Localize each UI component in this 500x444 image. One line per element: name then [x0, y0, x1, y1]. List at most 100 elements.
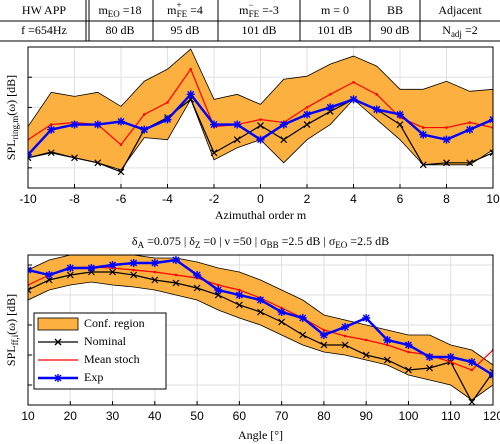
confidence-band — [28, 48, 493, 171]
x-tick-label: 110 — [441, 409, 460, 423]
text-part: =18 — [120, 3, 142, 17]
marker — [28, 286, 32, 294]
marker — [45, 276, 53, 284]
marker — [426, 364, 434, 372]
text-part: f =654Hz — [21, 23, 67, 37]
marker — [235, 301, 243, 309]
marker — [446, 353, 455, 361]
marker — [93, 120, 102, 129]
text-part: =2 — [462, 23, 478, 37]
text-part: ff,i — [10, 334, 20, 345]
y-axis-label: SPLring,m(ω) [dB] — [4, 75, 20, 160]
marker — [396, 121, 404, 128]
text-part: Z — [195, 240, 201, 250]
x-tick-label: 10 — [486, 192, 500, 206]
marker — [70, 120, 79, 129]
x-tick-label: 80 — [317, 409, 331, 423]
axes-box — [27, 46, 494, 189]
marker — [257, 122, 264, 129]
marker — [362, 314, 371, 322]
text-part: Angle [°] — [238, 428, 283, 442]
marker — [405, 366, 412, 374]
chart-title: δA =0.075 | δZ =0 | ν =50 | σBB =2.5 dB … — [132, 234, 389, 250]
marker — [233, 136, 241, 144]
marker — [278, 318, 286, 326]
marker — [256, 135, 265, 144]
text-part: m = 0 — [321, 3, 349, 17]
marker — [280, 136, 288, 144]
x-tick-label: 4 — [350, 192, 357, 206]
header-cell: m− FE =-3 — [239, 0, 279, 19]
marker — [386, 343, 389, 347]
marker — [419, 161, 427, 169]
marker — [235, 291, 244, 299]
marker — [49, 123, 53, 126]
confidence-band — [28, 255, 493, 401]
marker — [299, 331, 307, 339]
header-cell: m = 0 — [321, 3, 349, 17]
marker — [186, 90, 195, 99]
marker — [468, 121, 472, 124]
marker — [172, 279, 180, 287]
x-tick-label: 90 — [360, 409, 374, 423]
marker — [94, 159, 102, 167]
y-axis-label: SPLff,i(ω) [dB] — [4, 294, 20, 366]
header-cell: 95 dB — [170, 23, 199, 37]
marker — [396, 110, 404, 119]
text-part: =4 — [187, 3, 203, 17]
marker — [163, 115, 172, 124]
text-part: =-3 — [259, 3, 279, 17]
marker — [238, 288, 241, 292]
marker — [193, 271, 202, 279]
legend-label: Mean stoch — [84, 352, 140, 366]
marker — [404, 341, 413, 349]
plot-area — [28, 255, 493, 405]
text-part: EO — [108, 9, 120, 19]
marker — [259, 118, 262, 121]
header-cell: Adjacent — [438, 3, 482, 17]
x-tick-label: 10 — [21, 409, 35, 423]
marker — [257, 308, 264, 316]
header-cell: 90 dB — [380, 23, 409, 37]
marker — [171, 256, 180, 264]
x-tick-label: 70 — [275, 409, 289, 423]
marker — [442, 135, 451, 144]
marker — [298, 314, 307, 322]
text-part: (ω) [dB] — [4, 294, 18, 335]
marker — [210, 120, 218, 129]
text-part: N — [442, 23, 451, 37]
x-tick-label: -6 — [116, 192, 127, 206]
marker — [445, 126, 448, 129]
axes-box — [27, 254, 494, 406]
marker — [166, 101, 169, 104]
marker — [216, 283, 220, 287]
marker — [142, 113, 146, 116]
x-tick-label: 50 — [190, 409, 204, 423]
text-part: m — [239, 3, 249, 17]
marker — [153, 270, 157, 274]
x-tick-label: 60 — [233, 409, 247, 423]
text-part: 80 dB — [105, 23, 134, 37]
marker — [119, 143, 123, 146]
x-tick-label: -2 — [209, 192, 220, 206]
text-part: Adjacent — [438, 3, 482, 17]
marker — [47, 149, 55, 157]
marker — [174, 273, 178, 277]
marker — [305, 106, 309, 109]
marker — [277, 308, 286, 316]
marker — [364, 338, 368, 342]
header-cell: 101 dB — [317, 23, 352, 37]
text-part: (ω) [dB] — [4, 75, 18, 116]
marker — [117, 117, 125, 126]
text-part: HW APP — [22, 3, 66, 17]
marker — [349, 95, 358, 104]
marker — [319, 331, 328, 339]
marker — [117, 168, 125, 176]
text-part: ring,m — [10, 116, 20, 140]
legend-marker — [54, 374, 62, 382]
text-part: =2.5 dB — [347, 234, 389, 248]
header-cell: Nadj =2 — [442, 23, 477, 39]
marker — [341, 341, 349, 349]
